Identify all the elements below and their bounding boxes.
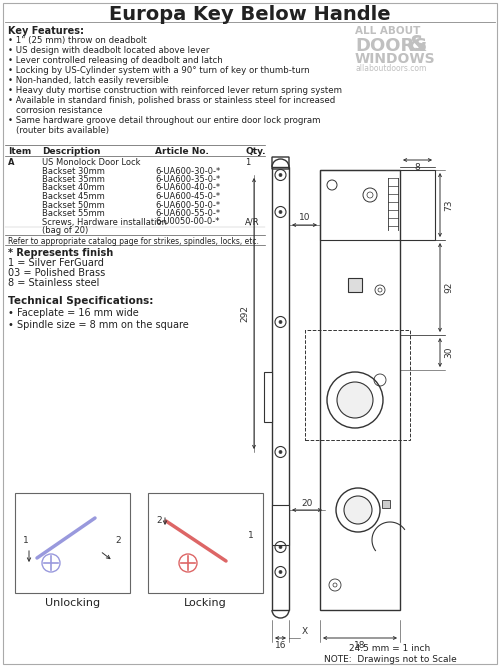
Text: Backset 45mm: Backset 45mm xyxy=(42,192,105,201)
Bar xyxy=(148,493,263,593)
Text: DOORS: DOORS xyxy=(355,37,427,55)
FancyBboxPatch shape xyxy=(42,502,64,548)
Text: • Lever controlled releasing of deadbolt and latch: • Lever controlled releasing of deadbolt… xyxy=(8,56,223,65)
Text: Backset 55mm: Backset 55mm xyxy=(42,209,105,218)
Circle shape xyxy=(279,321,282,323)
Text: Backset 50mm: Backset 50mm xyxy=(42,201,105,209)
Text: Europa Key Below Handle: Europa Key Below Handle xyxy=(109,5,391,24)
Text: Screws, Hardware installation: Screws, Hardware installation xyxy=(42,217,167,227)
Text: 6-UA600-45-0-*: 6-UA600-45-0-* xyxy=(155,192,220,201)
Text: • Heavy duty mortise construction with reinforced lever return spring system: • Heavy duty mortise construction with r… xyxy=(8,86,342,95)
Text: 292: 292 xyxy=(240,305,250,322)
Text: A/R: A/R xyxy=(245,217,260,227)
Circle shape xyxy=(279,450,282,454)
Text: Article No.: Article No. xyxy=(155,147,209,156)
Text: Item: Item xyxy=(8,147,31,156)
Text: 16: 16 xyxy=(275,640,286,650)
Text: Key Features:: Key Features: xyxy=(8,26,84,36)
Bar xyxy=(320,170,435,240)
Text: 73: 73 xyxy=(444,199,454,211)
Text: • Non-handed, latch easily reversible: • Non-handed, latch easily reversible xyxy=(8,76,168,85)
Text: 1: 1 xyxy=(23,536,29,545)
Text: • US design with deadbolt located above lever: • US design with deadbolt located above … xyxy=(8,46,209,55)
Text: • Same hardware groove detail throughout our entire door lock program: • Same hardware groove detail throughout… xyxy=(8,116,320,125)
Bar xyxy=(348,278,362,292)
Text: 6-UA600-50-0-*: 6-UA600-50-0-* xyxy=(155,201,220,209)
Bar xyxy=(264,372,272,422)
Text: • Locking by US-Cylinder system with a 90° turn of key or thumb-turn: • Locking by US-Cylinder system with a 9… xyxy=(8,66,310,75)
Text: • 1" (25 mm) throw on deadbolt: • 1" (25 mm) throw on deadbolt xyxy=(8,36,147,45)
FancyBboxPatch shape xyxy=(175,502,197,548)
Text: X: X xyxy=(302,628,308,636)
Text: 2: 2 xyxy=(115,536,120,545)
Text: Unlocking: Unlocking xyxy=(45,598,100,608)
Bar xyxy=(320,170,400,610)
Text: 8: 8 xyxy=(414,163,420,171)
Text: 2: 2 xyxy=(156,516,162,525)
Text: 20: 20 xyxy=(302,498,312,508)
Text: Backset 35mm: Backset 35mm xyxy=(42,175,105,184)
Text: 10: 10 xyxy=(299,213,310,223)
Text: US Monolock Door Lock: US Monolock Door Lock xyxy=(42,158,140,167)
Text: Technical Specifications:: Technical Specifications: xyxy=(8,297,154,307)
Text: (bag of 20): (bag of 20) xyxy=(42,226,88,235)
Text: * Represents finish: * Represents finish xyxy=(8,249,113,259)
Circle shape xyxy=(337,382,373,418)
Bar xyxy=(382,500,390,508)
Text: 18: 18 xyxy=(354,640,366,650)
Text: 1: 1 xyxy=(245,158,250,167)
Circle shape xyxy=(279,570,282,574)
Text: Locking: Locking xyxy=(184,598,227,608)
Text: • Spindle size = 8 mm on the square: • Spindle size = 8 mm on the square xyxy=(8,319,189,329)
Text: 6-U0050-00-0-*: 6-U0050-00-0-* xyxy=(155,217,220,227)
Text: Refer to appropriate catalog page for strikes, spindles, locks, etc.: Refer to appropriate catalog page for st… xyxy=(8,237,259,245)
Text: NOTE:  Drawings not to Scale: NOTE: Drawings not to Scale xyxy=(324,655,456,664)
Circle shape xyxy=(279,546,282,548)
Text: Backset 40mm: Backset 40mm xyxy=(42,183,105,193)
Text: WINDOWS: WINDOWS xyxy=(355,52,436,66)
Circle shape xyxy=(279,173,282,177)
Text: 6-UA600-30-0-*: 6-UA600-30-0-* xyxy=(155,167,220,175)
Text: 1 = Silver FerGuard: 1 = Silver FerGuard xyxy=(8,259,104,269)
Text: 92: 92 xyxy=(444,282,454,293)
Text: • Available in standard finish, polished brass or stainless steel for increased: • Available in standard finish, polished… xyxy=(8,96,335,105)
Text: Qty.: Qty. xyxy=(245,147,266,156)
Circle shape xyxy=(279,211,282,213)
Text: allaboutdoors.com: allaboutdoors.com xyxy=(355,64,426,73)
Text: 24.5 mm = 1 inch: 24.5 mm = 1 inch xyxy=(350,644,430,653)
Text: corrosion resistance: corrosion resistance xyxy=(16,106,102,115)
Bar xyxy=(272,505,289,545)
Text: Description: Description xyxy=(42,147,100,156)
Bar xyxy=(305,330,410,440)
Bar xyxy=(15,493,130,593)
Text: 1: 1 xyxy=(248,531,254,540)
Text: (router bits available): (router bits available) xyxy=(16,126,109,135)
Text: 8 = Stainless steel: 8 = Stainless steel xyxy=(8,279,100,289)
Text: Backset 30mm: Backset 30mm xyxy=(42,167,105,175)
Text: 6-UA600-35-0-*: 6-UA600-35-0-* xyxy=(155,175,220,184)
Text: 6-UA600-40-0-*: 6-UA600-40-0-* xyxy=(155,183,220,193)
Text: 03 = Polished Brass: 03 = Polished Brass xyxy=(8,269,105,279)
Text: 30: 30 xyxy=(444,347,454,358)
Text: • Faceplate = 16 mm wide: • Faceplate = 16 mm wide xyxy=(8,309,139,319)
Bar xyxy=(350,395,360,405)
Text: ALL ABOUT: ALL ABOUT xyxy=(355,26,420,36)
Circle shape xyxy=(344,496,372,524)
Bar xyxy=(272,167,289,610)
Text: 6-UA600-55-0-*: 6-UA600-55-0-* xyxy=(155,209,220,218)
Text: A: A xyxy=(8,158,14,167)
Text: &: & xyxy=(408,35,428,55)
